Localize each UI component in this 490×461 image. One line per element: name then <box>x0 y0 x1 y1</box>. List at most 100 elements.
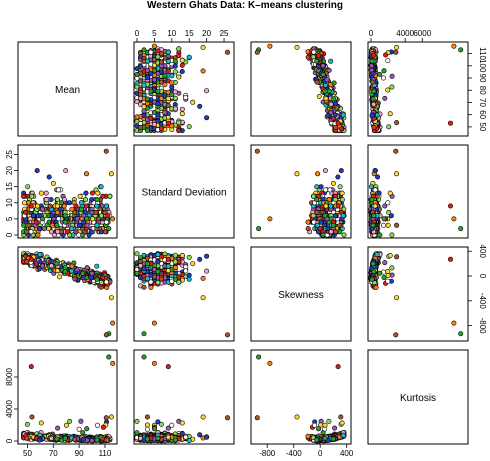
data-point <box>338 414 344 420</box>
data-point <box>38 420 44 426</box>
data-point <box>88 229 94 235</box>
data-point <box>172 106 178 112</box>
data-point <box>183 95 189 101</box>
data-point <box>24 435 30 441</box>
data-point <box>77 193 83 199</box>
data-point <box>78 200 84 206</box>
data-point <box>381 68 387 74</box>
data-point <box>172 259 178 265</box>
data-point <box>98 279 104 285</box>
data-point <box>138 95 144 101</box>
data-point <box>155 54 161 60</box>
panel-1-1 <box>133 144 235 239</box>
data-point <box>67 418 73 424</box>
data-point <box>74 267 80 273</box>
data-point <box>324 77 330 83</box>
data-point <box>59 200 65 206</box>
data-point <box>326 88 332 94</box>
data-point <box>339 190 345 196</box>
data-point <box>176 74 182 80</box>
data-point <box>370 53 376 59</box>
data-point <box>382 95 388 101</box>
data-point <box>41 226 47 232</box>
data-point <box>385 200 391 206</box>
data-point <box>315 53 321 59</box>
data-point <box>394 222 400 228</box>
data-point <box>339 197 345 203</box>
data-point <box>144 75 150 81</box>
data-point <box>21 222 27 228</box>
data-point <box>84 265 90 271</box>
data-point <box>43 190 49 196</box>
data-point <box>34 168 40 174</box>
data-point <box>340 432 346 438</box>
data-point <box>165 49 171 55</box>
data-point <box>72 436 78 442</box>
diagonal-label-skewness: Skewness <box>278 290 324 301</box>
data-point <box>55 197 61 203</box>
data-point <box>179 253 185 259</box>
data-point <box>155 101 161 107</box>
data-point <box>90 216 96 222</box>
panel-2-2 <box>250 246 352 342</box>
data-point <box>80 270 86 276</box>
data-point <box>162 110 168 116</box>
data-point <box>204 88 210 94</box>
panel-1-3 <box>367 144 469 239</box>
data-point <box>148 284 154 290</box>
panel-2-0 <box>17 246 118 342</box>
data-point <box>312 422 318 428</box>
data-point <box>332 197 338 203</box>
data-point <box>386 209 392 215</box>
data-point <box>169 422 175 428</box>
data-point <box>183 434 189 440</box>
data-point <box>169 84 175 90</box>
data-point <box>333 125 339 131</box>
data-point <box>389 232 395 238</box>
data-point <box>89 197 95 203</box>
data-point <box>151 426 157 432</box>
data-point <box>162 73 168 79</box>
data-point <box>186 124 192 130</box>
data-point <box>320 430 326 436</box>
data-point <box>322 168 328 174</box>
panel-0-0 <box>17 41 118 137</box>
data-point <box>89 270 95 276</box>
data-point <box>330 180 336 186</box>
data-point <box>176 46 182 52</box>
data-point <box>204 268 210 274</box>
panel-0-2 <box>250 41 352 137</box>
data-point <box>158 79 164 85</box>
panel-3-0 <box>17 349 118 445</box>
data-point <box>380 75 386 81</box>
data-point <box>374 252 380 258</box>
data-point <box>314 222 320 228</box>
data-point <box>369 58 375 64</box>
data-point <box>49 259 55 265</box>
data-point <box>377 72 383 78</box>
data-point <box>61 203 67 209</box>
data-point <box>64 422 70 428</box>
data-point <box>385 58 391 64</box>
data-point <box>134 430 140 436</box>
data-point <box>72 276 78 282</box>
data-point <box>103 219 109 225</box>
data-point <box>27 216 33 222</box>
data-point <box>385 222 391 228</box>
data-point <box>43 197 49 203</box>
data-point <box>310 213 316 219</box>
data-point <box>320 72 326 78</box>
data-point <box>47 203 53 209</box>
data-point <box>134 251 140 257</box>
data-point <box>186 54 192 60</box>
data-point <box>339 420 345 426</box>
data-point <box>84 426 90 432</box>
data-point <box>389 84 395 90</box>
data-point <box>305 226 311 232</box>
data-point <box>76 426 82 432</box>
data-point <box>39 206 45 212</box>
data-point <box>197 103 203 109</box>
data-point <box>332 425 338 431</box>
data-point <box>49 213 55 219</box>
